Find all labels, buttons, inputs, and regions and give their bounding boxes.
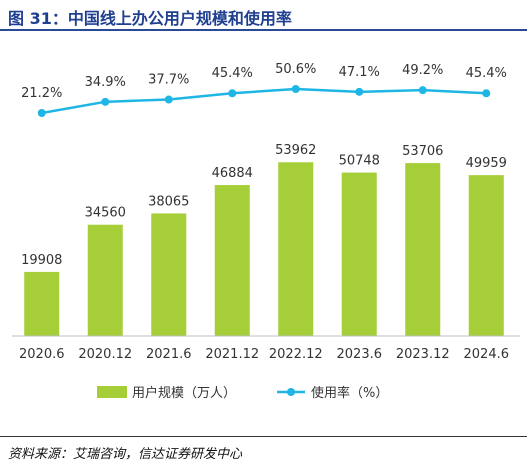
bar-label-2020.12: 34560 (85, 206, 126, 221)
legend-bar-swatch (97, 386, 127, 398)
bar-2023.6 (341, 172, 377, 336)
line-label-2024.6: 45.4% (466, 66, 507, 81)
line-label-2020.12: 34.9% (85, 75, 126, 90)
x-tick-2023.6: 2023.6 (337, 347, 383, 362)
bar-2023.12 (405, 163, 441, 336)
line-point-2023.6 (355, 87, 364, 96)
line-point-2024.6 (482, 89, 491, 98)
line-point-2020.6 (37, 109, 46, 117)
line-point-2022.12 (291, 85, 300, 93)
chart-title: 图 31：中国线上办公用户规模和使用率 (8, 9, 292, 28)
bar-label-2024.6: 49959 (466, 156, 507, 171)
line-point-2021.12 (228, 89, 237, 98)
usage-rate-line (41, 87, 487, 115)
x-tick-2021.12: 2021.12 (205, 347, 259, 362)
x-tick-2023.12: 2023.12 (396, 347, 450, 362)
bar-label-2021.6: 38065 (148, 194, 189, 209)
line-point-2020.12 (101, 97, 110, 106)
line-label-2021.6: 37.7% (148, 73, 189, 88)
x-axis-tick-labels: 2020.6 2020.12 2021.6 2021.12 2022.12 2023.6 2… (19, 347, 509, 362)
title-divider (0, 29, 527, 31)
bar-label-2023.12: 53706 (402, 144, 443, 159)
legend-line-label: 使用率（%） (311, 385, 388, 401)
x-tick-2022.12: 2022.12 (269, 347, 323, 362)
legend-bar-label: 用户规模（万人） (132, 385, 236, 401)
line-label-2022.12: 50.6% (275, 62, 316, 77)
bar-series (24, 162, 504, 336)
legend-line-marker (287, 388, 295, 396)
bar-2022.12 (278, 162, 314, 336)
line-label-2020.6: 21.2% (21, 86, 62, 101)
x-tick-2020.12: 2020.12 (78, 347, 132, 362)
bar-2021.12 (214, 185, 250, 336)
bar-2024.6 (468, 175, 504, 336)
source-divider (0, 436, 527, 437)
line-label-2021.12: 45.4% (212, 66, 253, 81)
legend: 用户规模（万人） 使用率（%） (97, 385, 388, 401)
source-note: 资料来源：艾瑞咨询，信达证券研发中心 (8, 447, 243, 462)
bar-2020.12 (87, 224, 123, 336)
x-tick-2024.6: 2024.6 (464, 347, 510, 362)
line-point-2021.6 (164, 95, 173, 104)
x-tick-2021.6: 2021.6 (146, 347, 192, 362)
bar-label-2021.12: 46884 (212, 166, 253, 181)
bar-label-2023.6: 50748 (339, 154, 380, 169)
line-series (37, 85, 491, 117)
bar-label-2022.12: 53962 (275, 143, 316, 158)
bar-label-2020.6: 19908 (21, 253, 62, 268)
line-point-2023.12 (418, 86, 427, 95)
bar-value-labels: 19908 34560 38065 46884 53962 50748 53706 49959 (21, 143, 507, 268)
line-label-2023.12: 49.2% (402, 63, 443, 78)
bar-2021.6 (151, 213, 187, 336)
line-label-2023.6: 47.1% (339, 65, 380, 80)
x-tick-2020.6: 2020.6 (19, 347, 65, 362)
line-value-labels: 21.2% 34.9% 37.7% 45.4% 50.6% 47.1% 49.2% 45.4% (21, 62, 507, 101)
bar-2020.6 (24, 271, 60, 336)
